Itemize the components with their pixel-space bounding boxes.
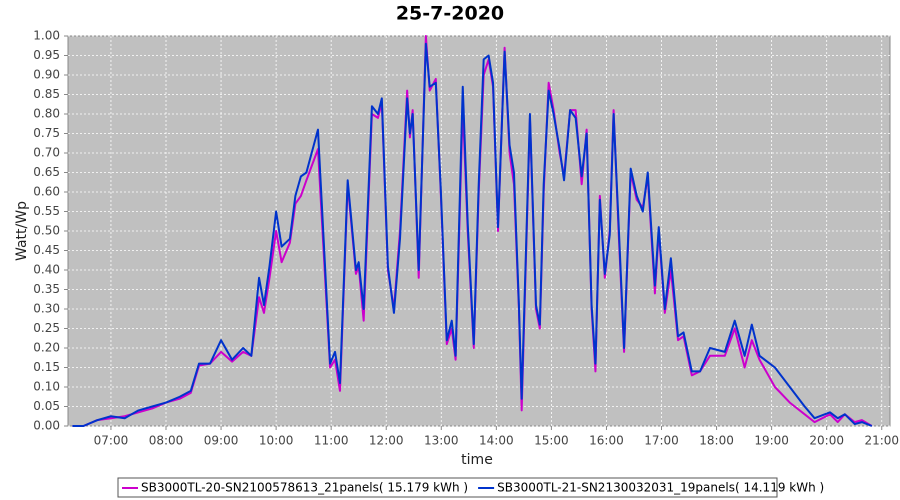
y-tick-label: 0.85 [33,87,60,101]
y-tick-label: 0.80 [33,107,60,121]
legend-box [117,477,778,498]
legend-label: SB3000TL-20-SN2100578613_21panels( 15.17… [141,481,468,495]
y-tick-label: 0.75 [33,126,60,140]
y-tick-label: 0.95 [33,48,60,62]
x-tick-label: 14:00 [479,434,514,448]
y-tick-label: 0.15 [33,360,60,374]
y-tick-label: 0.40 [33,263,60,277]
x-tick-label: 16:00 [589,434,624,448]
y-tick-label: 0.70 [33,146,60,160]
y-tick-label: 0.05 [33,399,60,413]
y-tick-label: 0.55 [33,204,60,218]
y-axis-label: Watt/Wp [14,201,30,261]
y-tick-label: 0.10 [33,380,60,394]
x-tick-label: 20:00 [809,434,844,448]
x-tick-label: 15:00 [534,434,569,448]
y-tick-label: 0.25 [33,321,60,335]
y-tick-label: 0.65 [33,165,60,179]
x-tick-label: 10:00 [259,434,294,448]
y-tick-label: 0.45 [33,243,60,257]
y-tick-label: 0.35 [33,282,60,296]
chart-title: 25-7-2020 [396,3,504,25]
x-tick-label: 21:00 [864,434,899,448]
y-tick-label: 0.00 [33,419,60,433]
x-tick-label: 07:00 [94,434,129,448]
x-tick-label: 08:00 [149,434,184,448]
x-tick-label: 19:00 [754,434,789,448]
y-tick-label: 0.50 [33,224,60,238]
y-tick-label: 0.20 [33,341,60,355]
x-axis-label: time [461,452,493,468]
grid [68,35,890,427]
series-line [72,42,873,427]
y-tick-label: 1.00 [33,29,60,43]
y-tick-label: 0.90 [33,68,60,82]
x-tick-label: 12:00 [369,434,404,448]
legend: SB3000TL-20-SN2100578613_21panels( 15.17… [122,481,824,495]
x-tick-label: 17:00 [644,434,679,448]
x-tick-label: 09:00 [204,434,239,448]
x-tick-label: 11:00 [314,434,349,448]
x-tick-label: 18:00 [699,434,734,448]
y-tick-label: 0.30 [33,302,60,316]
plot-area [67,35,891,427]
series-lines [72,35,873,427]
legend-label: SB3000TL-21-SN2130032031_19panels( 14.11… [497,481,824,495]
y-tick-label: 0.60 [33,185,60,199]
x-tick-label: 13:00 [424,434,459,448]
